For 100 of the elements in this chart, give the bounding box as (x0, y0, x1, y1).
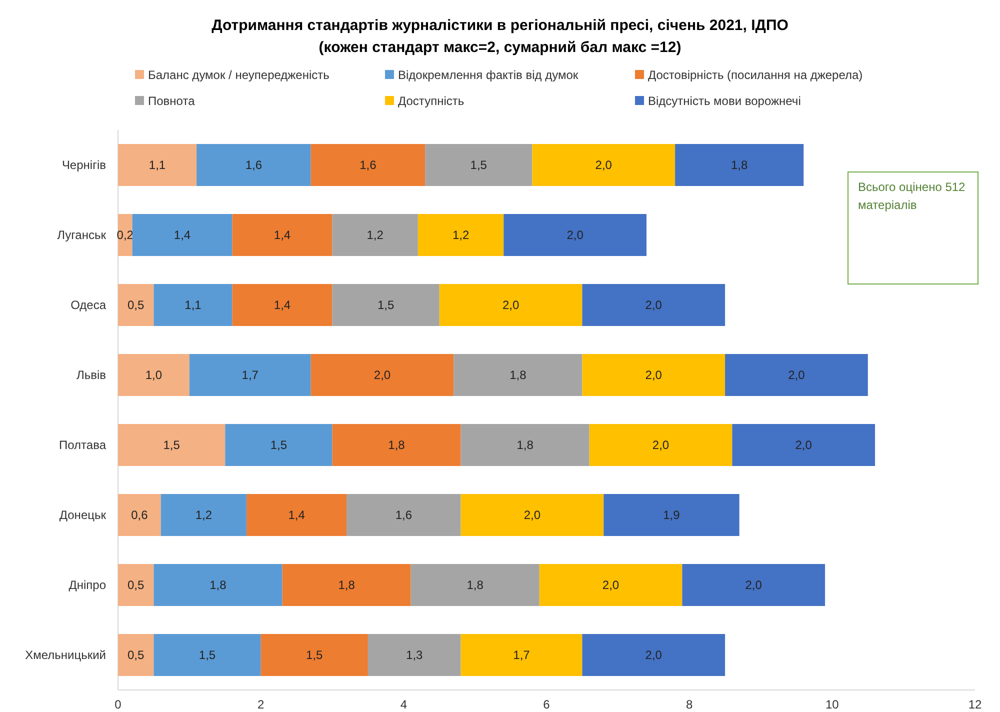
data-label: 2,0 (788, 368, 806, 382)
bar (504, 214, 646, 256)
bar (154, 284, 232, 326)
y-tick-label: Хмельницький (25, 648, 106, 662)
bar (604, 494, 740, 536)
data-label: 1,2 (195, 508, 212, 522)
legend-label: Повнота (148, 94, 196, 108)
bar (675, 144, 804, 186)
x-tick-label: 6 (543, 698, 550, 712)
data-label: 1,4 (274, 228, 291, 242)
data-label: 1,6 (245, 158, 262, 172)
data-label: 1,4 (174, 228, 191, 242)
y-tick-label: Одеса (70, 298, 106, 312)
bar (460, 494, 604, 536)
bar (439, 284, 582, 326)
data-label: 1,8 (338, 578, 356, 592)
bar (154, 634, 261, 676)
data-label: 1,5 (306, 648, 324, 662)
bar (196, 144, 311, 186)
x-tick-label: 12 (968, 698, 982, 712)
data-label: 1,4 (274, 298, 291, 312)
bar (118, 564, 154, 606)
bar (189, 354, 311, 396)
bar (732, 424, 876, 466)
bar (232, 214, 332, 256)
bar (425, 144, 532, 186)
data-label: 1,5 (163, 438, 180, 452)
data-label: 1,0 (145, 368, 162, 382)
data-label: 1,8 (210, 578, 227, 592)
data-label: 2,0 (524, 508, 541, 522)
data-label: 2,0 (502, 298, 520, 312)
data-label: 1,2 (366, 228, 384, 242)
data-label: 1,8 (388, 438, 406, 452)
data-label: 1,5 (470, 158, 488, 172)
data-label: 0,6 (131, 508, 148, 522)
data-label: 0,5 (128, 648, 145, 662)
bar (232, 284, 332, 326)
data-label: 1,7 (242, 368, 259, 382)
bar (118, 354, 190, 396)
data-label: 1,8 (516, 438, 534, 452)
legend-label: Достовірність (посилання на джерела) (648, 68, 863, 82)
bar (118, 494, 161, 536)
data-label: 1,5 (198, 648, 216, 662)
data-label: 1,5 (377, 298, 394, 312)
data-label: 1,9 (663, 508, 680, 522)
data-label: 1,2 (452, 228, 470, 242)
data-label: 2,0 (745, 578, 762, 592)
y-tick-label: Дніпро (68, 578, 106, 592)
data-label: 2,0 (645, 368, 662, 382)
x-tick-label: 4 (400, 698, 408, 712)
data-label: 1,1 (184, 298, 202, 312)
data-label: 1,5 (270, 438, 288, 452)
bar (282, 564, 411, 606)
bar (260, 634, 368, 676)
legend-label: Відсутність мови ворожнечі (648, 94, 801, 108)
data-label: 1,6 (360, 158, 377, 172)
bar (582, 354, 726, 396)
bar (246, 494, 347, 536)
data-label: 1,4 (288, 508, 306, 522)
bar (582, 284, 726, 326)
legend-label: Відокремлення фактів від думок (398, 68, 579, 82)
annotation: Всього оцінено 512 матеріалів (858, 180, 966, 212)
chart-title: Дотримання стандартів журналістики в регіональній пресі, січень 2021, ІДПО (212, 17, 789, 34)
bar (310, 354, 454, 396)
data-label: 0,5 (128, 578, 145, 592)
bar (460, 424, 590, 466)
data-label: 1,8 (466, 578, 484, 592)
bar (332, 214, 418, 256)
data-label: 2,0 (795, 438, 812, 452)
bar (160, 494, 247, 536)
bar (118, 284, 154, 326)
bar (460, 634, 582, 676)
data-label: 2,0 (645, 298, 662, 312)
bar (418, 214, 504, 256)
bar (589, 424, 732, 466)
data-label: 1,7 (513, 648, 530, 662)
bar (118, 424, 226, 466)
data-label: 0,5 (128, 298, 145, 312)
y-tick-label: Чернігів (62, 158, 106, 172)
x-tick-label: 2 (257, 698, 264, 712)
bar (332, 284, 440, 326)
data-label: 2,0 (602, 578, 620, 592)
legend-label: Доступність (398, 94, 464, 108)
bar (118, 634, 154, 676)
bar (454, 354, 582, 396)
data-label: 1,8 (510, 368, 527, 382)
y-tick-label: Луганськ (57, 228, 107, 242)
y-tick-label: Львів (76, 368, 106, 382)
x-tick-label: 8 (686, 698, 693, 712)
data-label: 1,1 (148, 158, 166, 172)
bar (532, 144, 676, 186)
bar (118, 144, 197, 186)
bar (310, 144, 426, 186)
bar (582, 634, 726, 676)
data-label: 2,0 (652, 438, 670, 452)
y-tick-label: Полтава (59, 438, 106, 452)
x-tick-label: 0 (114, 698, 122, 712)
bar (132, 214, 232, 256)
bar (225, 424, 332, 466)
data-label: 2,0 (595, 158, 612, 172)
